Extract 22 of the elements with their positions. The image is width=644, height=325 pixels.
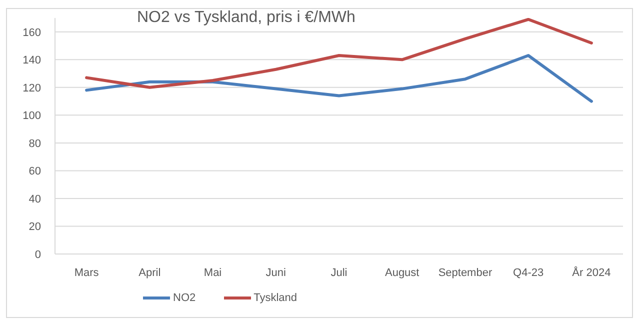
x-tick-label: Juli bbox=[330, 266, 348, 279]
y-tick-label: 60 bbox=[28, 166, 41, 178]
y-tick-label: 20 bbox=[28, 221, 41, 234]
y-tick-label: 40 bbox=[28, 193, 41, 206]
y-tick-label: 80 bbox=[28, 138, 41, 150]
x-tick-label: August bbox=[384, 266, 420, 279]
x-tick-label: September bbox=[438, 266, 492, 279]
legend-label: NO2 bbox=[173, 292, 196, 304]
y-tick-label: 120 bbox=[22, 82, 41, 94]
x-tick-label: Juni bbox=[266, 266, 286, 279]
x-tick-label: April bbox=[138, 266, 161, 279]
y-tick-label: 100 bbox=[22, 110, 41, 122]
y-tick-label: 140 bbox=[22, 54, 41, 67]
x-tick-label: Q4-23 bbox=[513, 266, 544, 279]
x-tick-label: Mai bbox=[204, 266, 222, 279]
chart-title: NO2 vs Tyskland, pris i €/MWh bbox=[137, 9, 356, 27]
legend-label: Tyskland bbox=[254, 292, 298, 304]
x-tick-label: År 2024 bbox=[572, 266, 611, 279]
line-series bbox=[85, 54, 593, 103]
x-tick-label: Mars bbox=[74, 266, 100, 279]
y-tick-label: 160 bbox=[22, 26, 41, 39]
y-tick-label: 0 bbox=[34, 248, 41, 261]
